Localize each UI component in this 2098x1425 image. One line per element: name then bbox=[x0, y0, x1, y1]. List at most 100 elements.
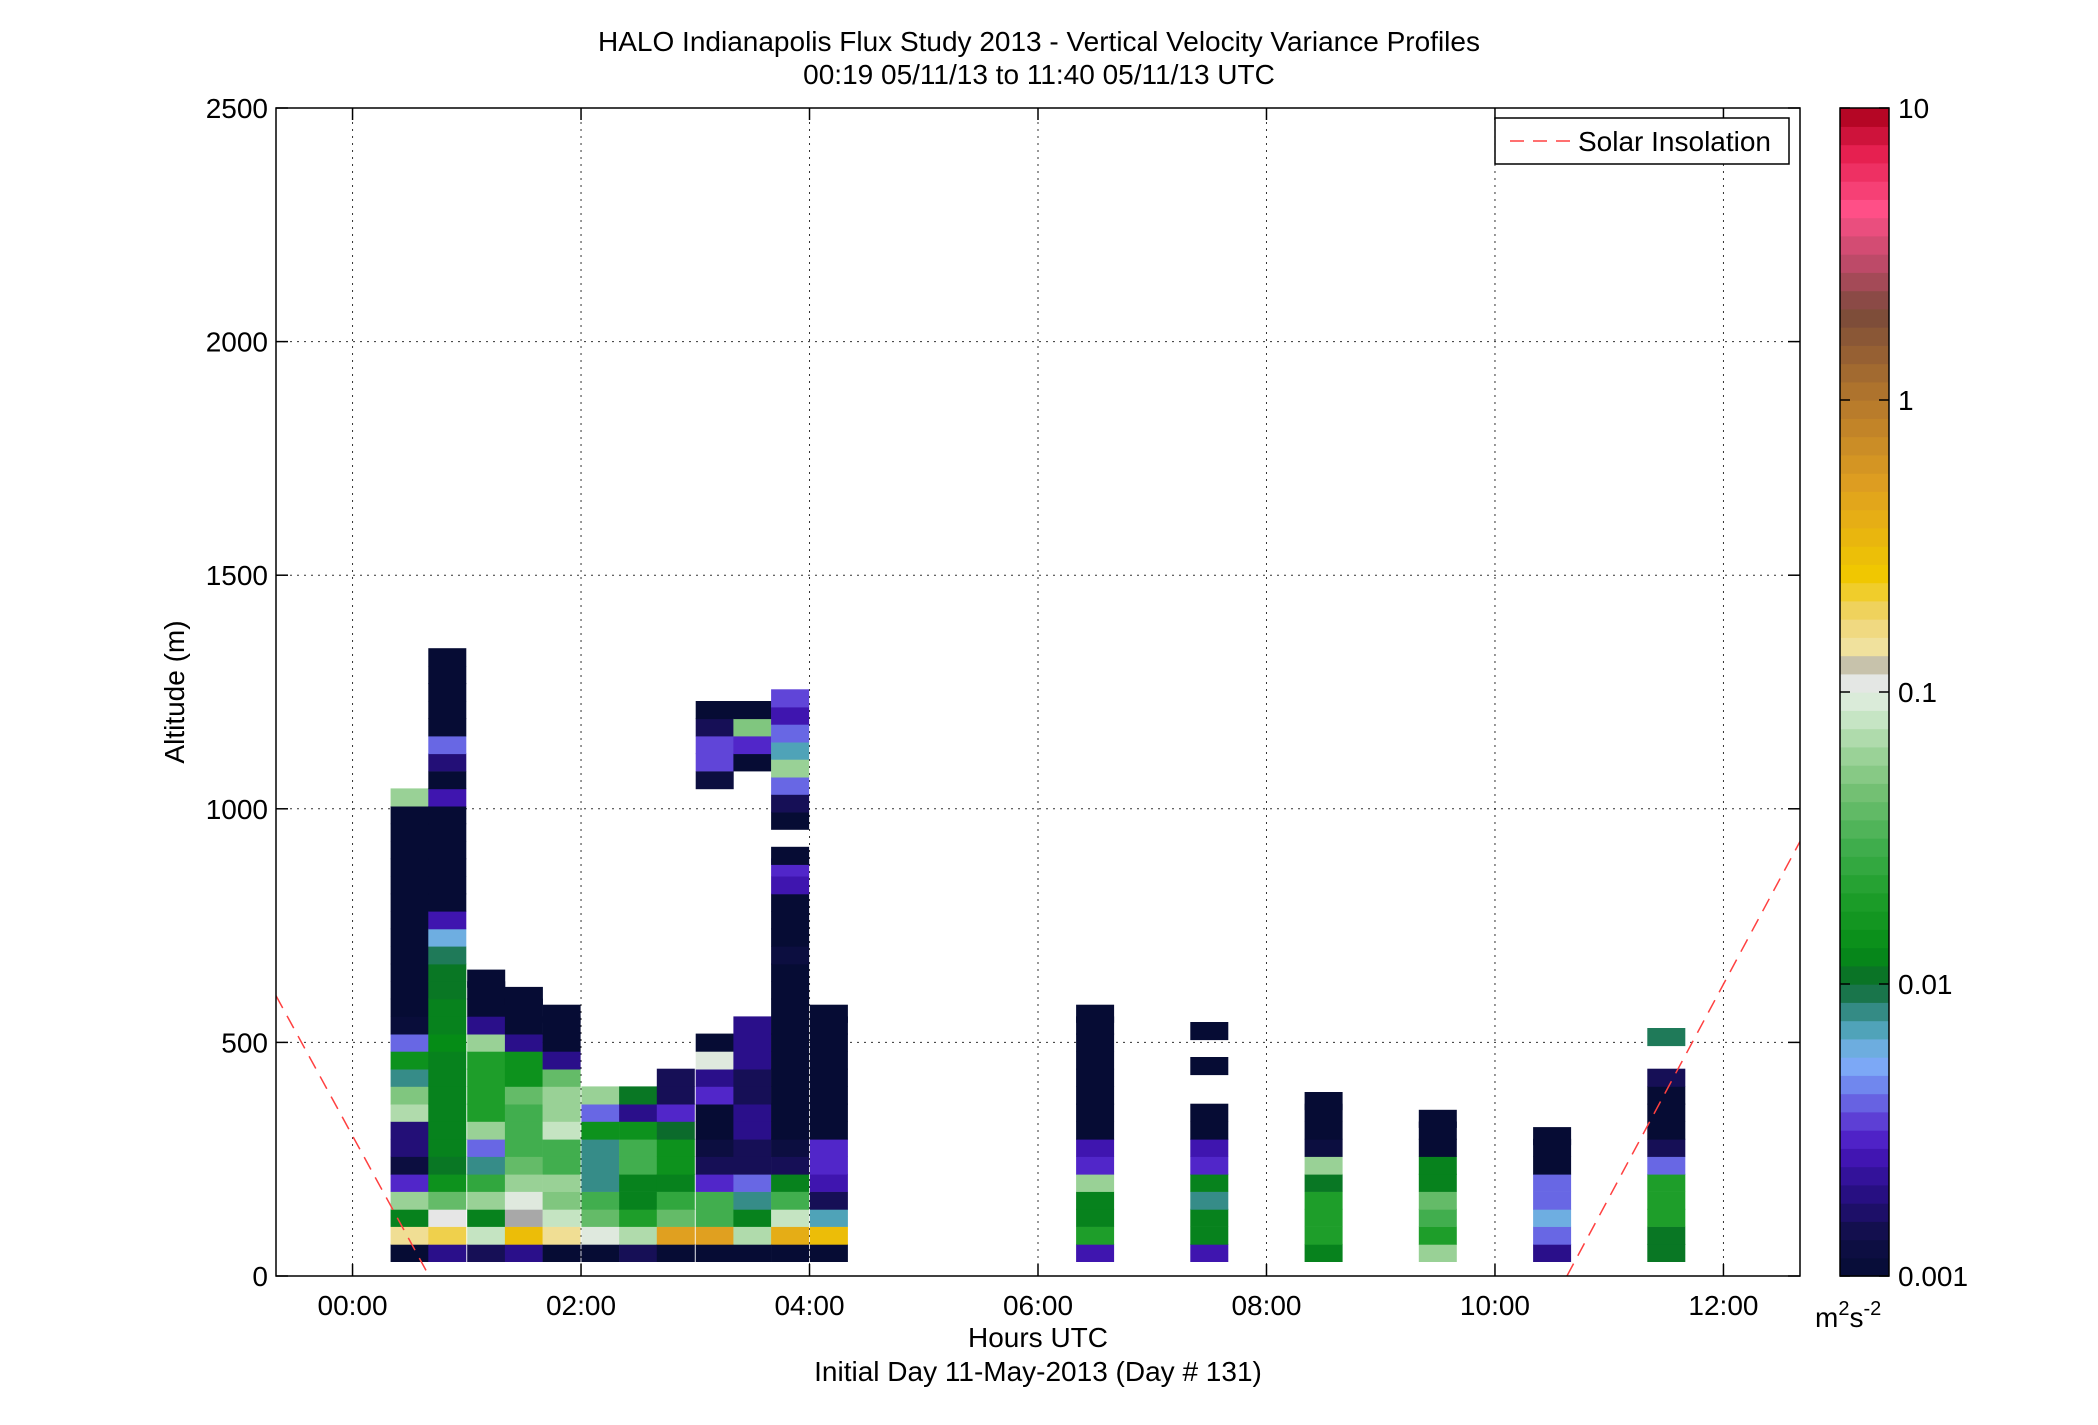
heatmap-cell bbox=[504, 1156, 543, 1175]
heatmap-cell bbox=[656, 1208, 695, 1227]
x-tick-label: 10:00 bbox=[1460, 1290, 1530, 1321]
heatmap-cell bbox=[771, 724, 810, 743]
heatmap-cell bbox=[542, 1208, 581, 1227]
y-tick-label: 1000 bbox=[206, 794, 268, 825]
heatmap-cell bbox=[390, 788, 429, 807]
heatmap-cell bbox=[390, 1226, 429, 1245]
heatmap-cell bbox=[1647, 1226, 1686, 1245]
heatmap-cell bbox=[390, 946, 429, 965]
colorbar-segment bbox=[1840, 272, 1889, 292]
colorbar-segment bbox=[1840, 473, 1889, 492]
y-axis-label: Altitude (m) bbox=[159, 620, 190, 763]
colorbar-segment bbox=[1840, 564, 1889, 584]
colorbar-segment bbox=[1840, 1184, 1889, 1204]
heatmap-cell bbox=[771, 1033, 810, 1052]
heatmap-cell bbox=[619, 1103, 658, 1122]
heatmap-cell bbox=[771, 911, 810, 930]
heatmap-cell bbox=[619, 1226, 658, 1245]
heatmap-cell bbox=[581, 1208, 620, 1227]
heatmap-cell bbox=[1418, 1156, 1457, 1175]
heatmap-cell bbox=[1533, 1226, 1572, 1245]
heatmap-cell bbox=[428, 771, 467, 790]
heatmap-cell bbox=[733, 718, 772, 737]
heatmap-cell bbox=[695, 1156, 734, 1175]
heatmap-cell bbox=[1076, 1068, 1115, 1087]
heatmap-cell bbox=[428, 1156, 467, 1175]
colorbar-segment bbox=[1840, 181, 1889, 200]
heatmap-cell bbox=[1190, 1226, 1229, 1245]
heatmap-cell bbox=[428, 981, 467, 1000]
heatmap-cell bbox=[1076, 1004, 1115, 1023]
colorbar-unit-mid: s bbox=[1849, 1302, 1863, 1333]
colorbar-segment bbox=[1840, 235, 1889, 255]
colorbar-segment bbox=[1840, 254, 1889, 273]
heatmap-cell bbox=[467, 1243, 506, 1262]
heatmap-cell bbox=[428, 701, 467, 720]
colorbar-segment bbox=[1840, 217, 1889, 237]
heatmap-cell bbox=[390, 1103, 429, 1122]
x-tick-label: 04:00 bbox=[774, 1290, 844, 1321]
heatmap-cell bbox=[390, 928, 429, 947]
colorbar-ticks: 0.001 0.01 0.1 1 10 bbox=[1840, 93, 1968, 1292]
colorbar-segment bbox=[1840, 765, 1889, 784]
heatmap-cell bbox=[1418, 1173, 1457, 1192]
chart-subtitle: 00:19 05/11/13 to 11:40 05/11/13 UTC bbox=[803, 59, 1275, 90]
heatmap-cell bbox=[428, 1121, 467, 1140]
heatmap-cell bbox=[542, 1086, 581, 1105]
colorbar-segment bbox=[1840, 710, 1889, 730]
heatmap-cell bbox=[390, 806, 429, 825]
heatmap-cell bbox=[733, 1156, 772, 1175]
colorbar-segment bbox=[1840, 491, 1889, 511]
heatmap-cell bbox=[809, 1051, 848, 1070]
colorbar-segment bbox=[1840, 728, 1889, 748]
heatmap-cell bbox=[428, 1068, 467, 1087]
heatmap-cell bbox=[656, 1121, 695, 1140]
heatmap-cell bbox=[428, 911, 467, 930]
x-tick-label: 02:00 bbox=[546, 1290, 616, 1321]
heatmap-cell bbox=[695, 1226, 734, 1245]
heatmap-cell bbox=[428, 1016, 467, 1035]
heatmap-cell bbox=[771, 1121, 810, 1140]
heatmap-cell bbox=[504, 1243, 543, 1262]
heatmap-cell bbox=[733, 1051, 772, 1070]
solar-insolation-line bbox=[276, 995, 430, 1276]
heatmap-cell bbox=[809, 1173, 848, 1192]
heatmap-cell bbox=[428, 666, 467, 685]
colorbar-tick-label: 0.01 bbox=[1898, 969, 1953, 1000]
colorbar-segment bbox=[1840, 673, 1889, 693]
colorbar-segment bbox=[1840, 108, 1889, 127]
heatmap-cell bbox=[1076, 1156, 1115, 1175]
heatmap-cell bbox=[504, 986, 543, 1005]
heatmap-cell bbox=[771, 1103, 810, 1122]
colorbar-unit: m2s-2 bbox=[1815, 1298, 1881, 1333]
heatmap-cell bbox=[542, 1121, 581, 1140]
heatmap-cell bbox=[581, 1103, 620, 1122]
colorbar-segment bbox=[1840, 1239, 1889, 1259]
heatmap-cell bbox=[1076, 1226, 1115, 1245]
heatmap-cell bbox=[771, 1138, 810, 1157]
heatmap-cell bbox=[1647, 1156, 1686, 1175]
solar-insolation-series bbox=[276, 841, 1800, 1276]
heatmap-cell bbox=[1647, 1121, 1686, 1140]
colorbar-segment bbox=[1840, 400, 1889, 419]
heatmap-cell bbox=[428, 1103, 467, 1122]
heatmap-cell bbox=[467, 1103, 506, 1122]
colorbar-segment bbox=[1840, 546, 1889, 565]
heatmap-cell bbox=[428, 1051, 467, 1070]
heatmap-cell bbox=[504, 1226, 543, 1245]
heatmap-cell bbox=[619, 1121, 658, 1140]
colorbar-segment bbox=[1840, 838, 1889, 857]
heatmap-cell bbox=[656, 1103, 695, 1122]
heatmap-cell bbox=[428, 841, 467, 860]
heatmap-cell bbox=[771, 741, 810, 760]
heatmap-cell bbox=[581, 1121, 620, 1140]
colorbar-segment bbox=[1840, 199, 1889, 219]
heatmap-cell bbox=[581, 1226, 620, 1245]
heatmap-cell bbox=[542, 1243, 581, 1262]
heatmap-cell bbox=[1418, 1243, 1457, 1262]
colorbar-segment bbox=[1840, 746, 1889, 766]
y-tick-label: 0 bbox=[252, 1261, 268, 1292]
heatmap-cell bbox=[428, 736, 467, 755]
heatmap-cell bbox=[809, 1138, 848, 1157]
heatmap-cell bbox=[1647, 1173, 1686, 1192]
